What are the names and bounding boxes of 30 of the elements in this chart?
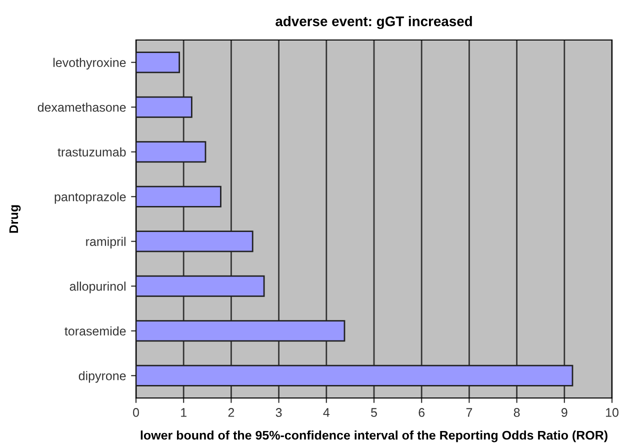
y-tick-label: dipyrone [78, 371, 126, 383]
bar [136, 364, 574, 386]
x-tick-label: 2 [228, 408, 234, 417]
x-tick-label: 6 [418, 408, 425, 417]
x-tick-label: 7 [466, 408, 472, 417]
bar [136, 230, 254, 252]
x-axis-title: lower bound of the 95%-confidence interval of the Reporting Odds Ratio (ROR) [140, 430, 608, 442]
bar [136, 320, 346, 342]
y-tick-label: pantoprazole [54, 192, 126, 204]
x-tick-label: 8 [514, 408, 520, 417]
x-tick-label: 10 [606, 408, 618, 417]
bar [136, 275, 265, 297]
y-tick-label: allopurinol [70, 282, 126, 294]
y-axis-title: Drug [9, 205, 21, 233]
bar [136, 186, 222, 208]
y-tick-label: levothyroxine [53, 58, 126, 70]
bar [136, 141, 206, 163]
x-tick-label: 9 [562, 408, 568, 417]
y-tick-label: ramipril [86, 236, 126, 248]
chart-title: adverse event: gGT increased [276, 16, 472, 30]
x-tick-label: 1 [181, 408, 186, 417]
x-tick-label: 3 [276, 408, 282, 417]
bar [136, 96, 192, 118]
x-tick-label: 5 [371, 408, 377, 417]
x-tick-label: 4 [323, 408, 330, 417]
y-tick-label: torasemide [64, 326, 126, 336]
bar [136, 52, 180, 74]
y-tick-label: dexamethasone [38, 102, 126, 112]
y-tick-label: trastuzumab [58, 147, 126, 157]
x-tick-label: 0 [133, 408, 139, 417]
